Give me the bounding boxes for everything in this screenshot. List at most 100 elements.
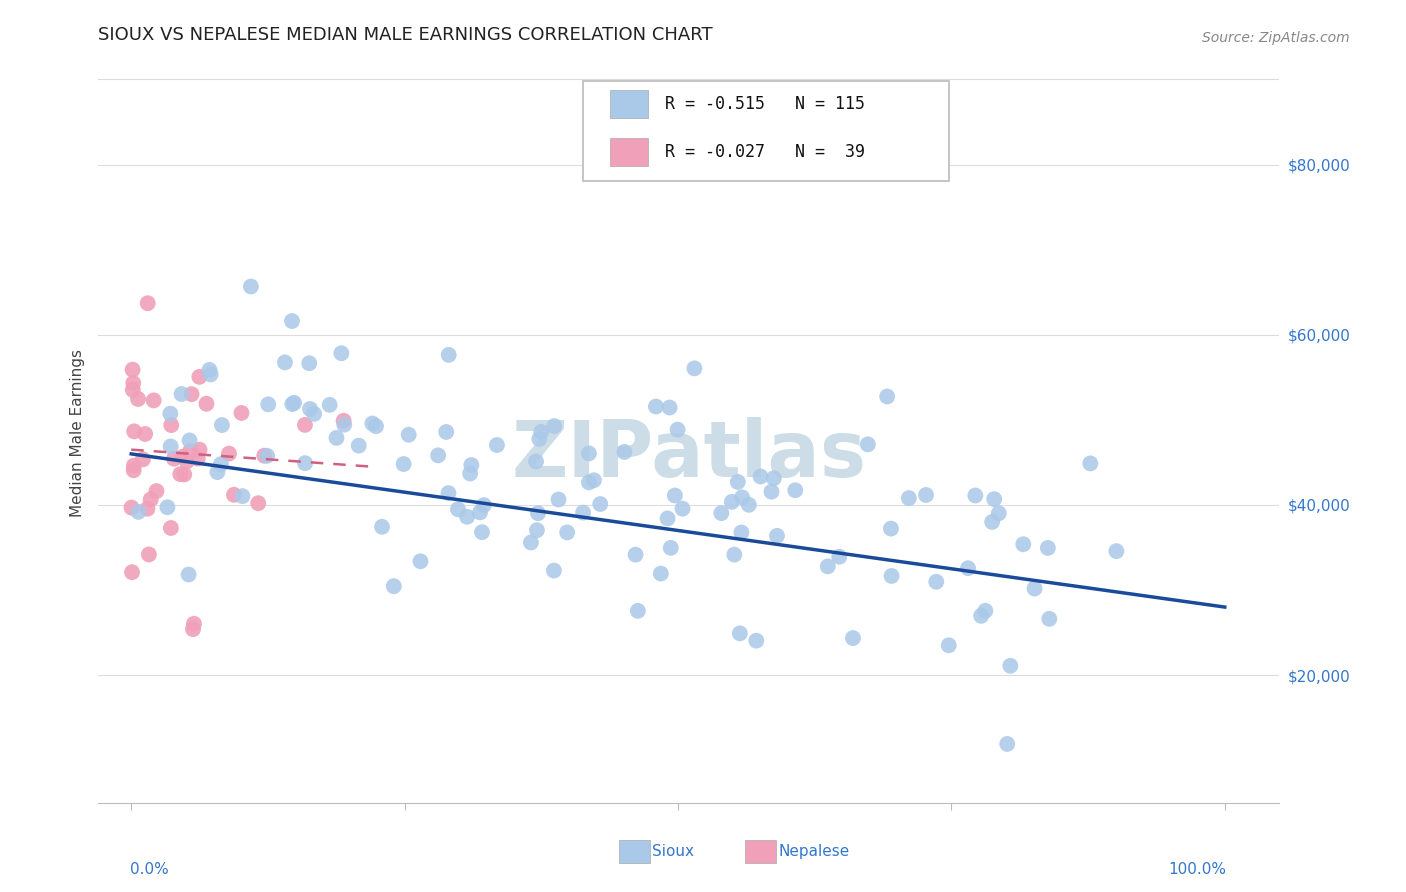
- Point: [671, 501, 693, 516]
- Point: [330, 346, 353, 360]
- Point: [547, 492, 569, 507]
- Point: [974, 604, 997, 618]
- Point: [198, 363, 221, 377]
- Point: [434, 425, 457, 439]
- Point: [122, 458, 145, 473]
- Point: [728, 626, 751, 640]
- FancyBboxPatch shape: [610, 138, 648, 166]
- Point: [398, 427, 420, 442]
- Point: [520, 535, 543, 549]
- Point: [222, 488, 245, 502]
- Point: [447, 502, 470, 516]
- Point: [195, 397, 218, 411]
- Point: [136, 501, 159, 516]
- Point: [122, 376, 145, 390]
- Point: [145, 484, 167, 499]
- Point: [915, 488, 938, 502]
- Point: [627, 604, 650, 618]
- Point: [332, 414, 354, 428]
- Point: [485, 438, 508, 452]
- Point: [121, 565, 143, 579]
- Point: [956, 561, 979, 575]
- Point: [180, 387, 202, 401]
- Text: Sioux: Sioux: [652, 845, 695, 859]
- Point: [526, 523, 548, 537]
- Point: [159, 440, 181, 454]
- Point: [347, 439, 370, 453]
- Point: [876, 389, 898, 403]
- Point: [136, 296, 159, 310]
- Point: [527, 506, 550, 520]
- FancyBboxPatch shape: [582, 81, 949, 181]
- Point: [170, 387, 193, 401]
- Point: [613, 445, 636, 459]
- Point: [1024, 582, 1046, 596]
- Point: [392, 457, 415, 471]
- Point: [965, 489, 987, 503]
- Point: [721, 495, 744, 509]
- Point: [239, 279, 262, 293]
- Point: [160, 418, 183, 433]
- FancyBboxPatch shape: [610, 90, 648, 118]
- Point: [582, 473, 605, 487]
- Point: [925, 574, 948, 589]
- Point: [138, 548, 160, 562]
- Point: [730, 525, 752, 540]
- Point: [318, 398, 340, 412]
- Point: [1000, 658, 1022, 673]
- Point: [458, 467, 481, 481]
- Point: [524, 454, 547, 468]
- Point: [200, 368, 222, 382]
- Point: [657, 511, 679, 525]
- Point: [897, 491, 920, 505]
- Text: 0.0%: 0.0%: [131, 863, 169, 878]
- Point: [437, 348, 460, 362]
- Point: [364, 419, 387, 434]
- Point: [650, 566, 672, 581]
- Point: [302, 407, 325, 421]
- Point: [134, 427, 156, 442]
- Point: [659, 541, 682, 555]
- Point: [209, 457, 232, 471]
- Point: [723, 548, 745, 562]
- Point: [880, 569, 903, 583]
- Point: [333, 417, 356, 432]
- Point: [471, 525, 494, 540]
- Point: [842, 631, 865, 645]
- Point: [817, 559, 839, 574]
- Point: [995, 737, 1018, 751]
- Point: [727, 475, 749, 489]
- Point: [281, 397, 304, 411]
- Point: [382, 579, 405, 593]
- Point: [983, 492, 1005, 507]
- Point: [970, 608, 993, 623]
- Point: [543, 564, 565, 578]
- Point: [1078, 457, 1101, 471]
- Point: [256, 449, 278, 463]
- Point: [132, 452, 155, 467]
- Point: [211, 418, 233, 433]
- Point: [644, 400, 666, 414]
- Point: [274, 355, 297, 369]
- Point: [176, 454, 198, 468]
- Point: [468, 505, 491, 519]
- Point: [183, 616, 205, 631]
- Point: [578, 446, 600, 460]
- Point: [247, 496, 270, 510]
- Point: [181, 622, 204, 636]
- Point: [666, 423, 689, 437]
- Point: [231, 489, 253, 503]
- Point: [253, 449, 276, 463]
- Point: [460, 458, 482, 472]
- Point: [437, 486, 460, 500]
- Y-axis label: Median Male Earnings: Median Male Earnings: [69, 349, 84, 516]
- Text: 100.0%: 100.0%: [1168, 863, 1226, 878]
- Point: [529, 432, 551, 446]
- Point: [188, 442, 211, 457]
- Point: [456, 509, 478, 524]
- Point: [163, 451, 186, 466]
- Point: [122, 425, 145, 439]
- Text: R = -0.027   N =  39: R = -0.027 N = 39: [665, 143, 865, 161]
- Point: [294, 456, 316, 470]
- Point: [856, 437, 879, 451]
